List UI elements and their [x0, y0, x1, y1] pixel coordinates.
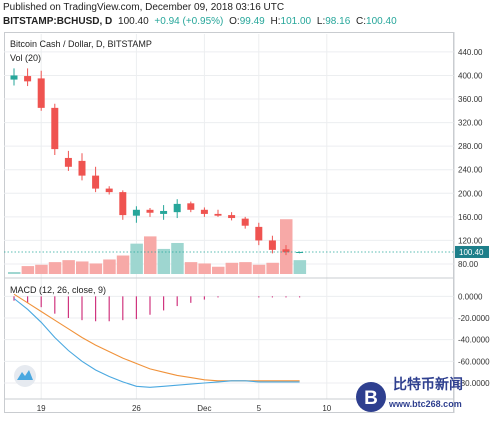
svg-text:B: B — [364, 388, 378, 409]
candle-body — [160, 210, 168, 214]
price-tick-label: 200.00 — [458, 189, 483, 198]
candle-body — [51, 107, 59, 150]
low-value: 98.16 — [325, 16, 351, 27]
price-tick-label: 440.00 — [458, 48, 483, 57]
price-tick-label: 400.00 — [458, 71, 483, 80]
volume-bar — [171, 242, 184, 274]
last-price-tag-label: 100.40 — [459, 248, 484, 257]
volume-bars — [8, 219, 307, 274]
time-tick-label: 19 — [37, 404, 46, 413]
candle-body — [228, 215, 236, 219]
candle-body — [146, 209, 154, 213]
candle-body — [268, 240, 276, 250]
candle-body — [10, 75, 18, 80]
volume-bar — [103, 259, 116, 274]
candle-body — [24, 76, 32, 82]
volume-bar — [89, 263, 103, 274]
symbol-bar: BITSTAMP:BCHUSD, D 100.40 +0.94 (+0.95%)… — [3, 16, 400, 27]
macd-pane — [13, 293, 301, 388]
price-change: +0.94 (+0.95%) — [154, 16, 224, 27]
high-value: 101.00 — [280, 16, 312, 27]
price-tick-label: 240.00 — [458, 166, 483, 175]
candle-body — [282, 249, 290, 253]
open-label: O: — [229, 16, 240, 27]
grid-lines — [4, 34, 454, 399]
price-candles — [10, 68, 304, 256]
close-value: 100.40 — [366, 16, 397, 27]
time-tick-label: 5 — [257, 404, 262, 413]
signal-line — [13, 293, 300, 382]
candle-body — [255, 226, 263, 241]
watermark-chinese: 比特币新闻 — [393, 376, 463, 392]
axes: 440.00 400.00 360.00 320.00 280.00 240.00 200.… — [4, 48, 490, 413]
volume-bar — [212, 266, 225, 274]
volume-bar — [48, 262, 62, 274]
volume-bar — [21, 266, 35, 274]
chart-title: Bitcoin Cash / Dollar, D, BITSTAMP — [10, 39, 152, 49]
volume-bar — [116, 255, 130, 274]
time-tick-label: 26 — [132, 404, 141, 413]
high-label: H: — [270, 16, 281, 27]
macd-tick-label: -40.0000 — [458, 336, 490, 345]
candle-body — [214, 213, 222, 216]
candle-body — [64, 157, 72, 167]
volume-bar — [198, 263, 211, 274]
volume-bar — [225, 262, 239, 274]
watermark-url: www.btc268.com — [389, 399, 462, 409]
macd-tick-label: -80.0000 — [458, 379, 490, 388]
candle-body — [132, 209, 140, 216]
volume-bar — [35, 264, 48, 274]
candle-body — [78, 160, 86, 176]
last-price-tag — [455, 245, 489, 258]
volume-bar — [8, 272, 21, 274]
volume-bar — [76, 261, 89, 274]
macd-tick-label: -20.0000 — [458, 314, 490, 323]
volume-bar — [266, 262, 279, 274]
published-note: Published on TradingView.com, December 0… — [3, 2, 285, 13]
time-tick-label: Dec — [197, 404, 211, 413]
candle-body — [296, 251, 304, 253]
price-tick-label: 160.00 — [458, 213, 483, 222]
candle-body — [105, 188, 113, 193]
macd-line — [13, 298, 300, 388]
candle-body — [241, 218, 249, 226]
close-label: C: — [356, 16, 367, 27]
low-label: L: — [316, 16, 326, 27]
time-tick-label: 10 — [322, 404, 331, 413]
candle-body — [173, 203, 181, 213]
symbol-name: BITSTAMP:BCHUSD, D — [3, 16, 113, 27]
volume-bar — [157, 248, 171, 274]
tradingview-logo-icon[interactable] — [14, 365, 36, 387]
volume-bar — [130, 243, 143, 274]
volume-legend: Vol (20) — [10, 53, 41, 63]
volume-bar — [62, 260, 75, 274]
candle-body — [92, 175, 100, 189]
macd-tick-label: -60.0000 — [458, 357, 490, 366]
volume-bar — [293, 260, 307, 274]
price-tick-label: 80.00 — [458, 260, 479, 269]
macd-tick-label: 0.0000 — [458, 292, 483, 301]
volume-bar — [184, 262, 198, 274]
price-tick-label: 280.00 — [458, 142, 483, 151]
open-value: 99.49 — [239, 16, 265, 27]
candle-body — [119, 192, 127, 216]
candle-body — [200, 209, 208, 214]
macd-legend: MACD (12, 26, close, 9) — [10, 285, 106, 295]
volume-bar — [144, 236, 157, 274]
bitcoin-logo-icon: B — [356, 382, 386, 412]
candle-body — [37, 78, 45, 108]
price-tick-label: 360.00 — [458, 95, 483, 104]
price-tick-label: 320.00 — [458, 119, 483, 128]
volume-bar — [252, 264, 266, 274]
last-price: 100.40 — [118, 16, 149, 27]
price-tick-label: 120.00 — [458, 236, 483, 245]
volume-bar — [239, 262, 252, 274]
candle-body — [187, 203, 195, 210]
